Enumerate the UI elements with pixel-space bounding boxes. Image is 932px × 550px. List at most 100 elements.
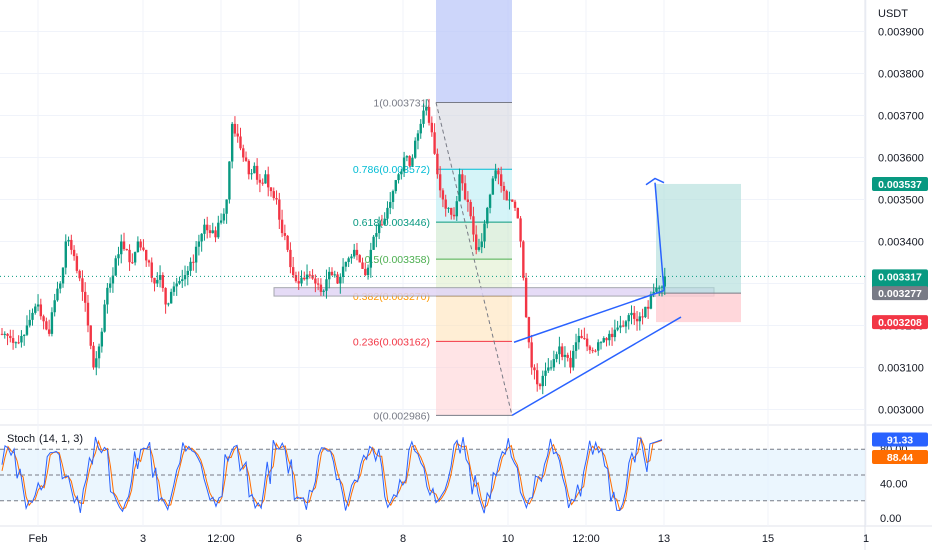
candle-body — [303, 277, 306, 280]
price-tick-label: 0.003700 — [878, 110, 924, 122]
candle-body — [291, 267, 295, 276]
candle-body — [533, 367, 536, 371]
candle-body — [621, 325, 625, 327]
candle-body — [22, 334, 26, 336]
candle-body — [20, 335, 23, 343]
candle-body — [624, 321, 628, 327]
candle-body — [47, 329, 51, 334]
candlestick-series — [0, 98, 865, 395]
candle-body — [383, 218, 386, 225]
price-tag-label: 0.003537 — [878, 179, 922, 191]
candle-body — [328, 271, 331, 280]
candle-body — [408, 156, 411, 166]
candle-body — [355, 249, 359, 256]
candle-body — [64, 241, 67, 268]
candle-body — [524, 277, 528, 318]
candle-body — [605, 338, 608, 341]
price-tick-label: 0.003800 — [878, 68, 924, 80]
stochastic-pane[interactable]: Stoch (14, 1, 3) 80.0040.000.0091.3388.4… — [0, 432, 928, 525]
time-tick-label: 13 — [658, 533, 670, 545]
price-tick-label: 0.003900 — [878, 26, 924, 38]
candle-body — [488, 194, 492, 208]
candle-body — [142, 247, 145, 250]
candle-body — [530, 342, 533, 368]
candle-body — [255, 165, 259, 180]
candle-body — [397, 174, 400, 181]
candle-body — [391, 191, 395, 203]
projection-arrow-head — [645, 177, 665, 186]
candle-body — [336, 274, 339, 284]
candle-body — [394, 180, 397, 192]
candle-body — [206, 224, 209, 231]
time-axis[interactable]: Feb 3 12:00 6 8 10 12:00 13 15 1 — [29, 533, 870, 545]
candle-body — [583, 338, 586, 340]
trend-drawings[interactable] — [511, 177, 682, 416]
candle-body — [536, 370, 539, 385]
candle-body — [477, 247, 481, 250]
candle-body — [89, 325, 92, 346]
candle-body — [258, 179, 262, 183]
candle-body — [300, 277, 303, 284]
candle-body — [78, 270, 81, 279]
candle-body — [153, 277, 156, 284]
candle-body — [189, 261, 192, 271]
candle-body — [36, 304, 40, 307]
candle-body — [563, 354, 567, 357]
candle-body — [164, 288, 167, 305]
price-tag — [872, 286, 928, 301]
indicator-name[interactable]: Stoch — [7, 433, 35, 445]
candle-body — [494, 170, 497, 179]
candle-body — [466, 199, 470, 203]
price-axis[interactable]: USDT 0.0030000.0031000.0032000.0033000.0… — [878, 8, 924, 416]
candle-body — [225, 199, 228, 214]
fib-level-label: 1(0.003731) — [373, 97, 430, 109]
candle-body — [549, 367, 553, 369]
candle-body — [599, 342, 603, 344]
candle-body — [169, 291, 173, 304]
wedge-lower-line — [511, 316, 682, 416]
candle-body — [547, 367, 550, 371]
candle-body — [156, 279, 159, 284]
candle-body — [150, 262, 153, 278]
candle-body — [522, 241, 525, 278]
candle-body — [100, 331, 104, 347]
fibonacci-retracement[interactable]: 1(0.003731) 0.786(0.003572) 0.618(0.003446… — [273, 0, 715, 422]
long-position-tool[interactable] — [656, 183, 741, 323]
candle-body — [56, 288, 59, 301]
candle-body — [472, 216, 475, 235]
candle-body — [3, 333, 6, 335]
candle-body — [658, 287, 661, 289]
candle-body — [352, 249, 356, 257]
candle-body — [128, 249, 131, 263]
candle-body — [50, 312, 54, 334]
candle-body — [339, 276, 342, 284]
candle-body — [436, 153, 439, 175]
candle-body — [480, 241, 483, 248]
candle-body — [585, 338, 589, 347]
candle-body — [319, 284, 323, 292]
candle-body — [247, 160, 251, 175]
projection-arrow-line — [654, 182, 665, 291]
candle-body — [167, 303, 170, 305]
candle-body — [316, 283, 320, 285]
candle-body — [283, 233, 287, 236]
candle-body — [267, 174, 270, 188]
candle-body — [652, 291, 655, 295]
candle-body — [217, 222, 220, 238]
stoch-d-tag-label: 88.44 — [887, 452, 913, 464]
candle-body — [422, 110, 425, 124]
candle-body — [597, 342, 600, 351]
wedge-upper-line — [513, 289, 665, 343]
fib-level-label: 0.236(0.003162) — [353, 336, 430, 348]
candle-body — [308, 274, 312, 276]
candle-body — [131, 262, 134, 264]
fib-level-label: 0(0.002986) — [373, 410, 430, 422]
price-tick-label: 0.003400 — [878, 236, 924, 248]
candle-body — [75, 256, 79, 271]
candle-body — [441, 190, 445, 200]
price-tag — [872, 176, 928, 191]
candle-body — [294, 275, 298, 282]
candle-body — [322, 290, 325, 292]
